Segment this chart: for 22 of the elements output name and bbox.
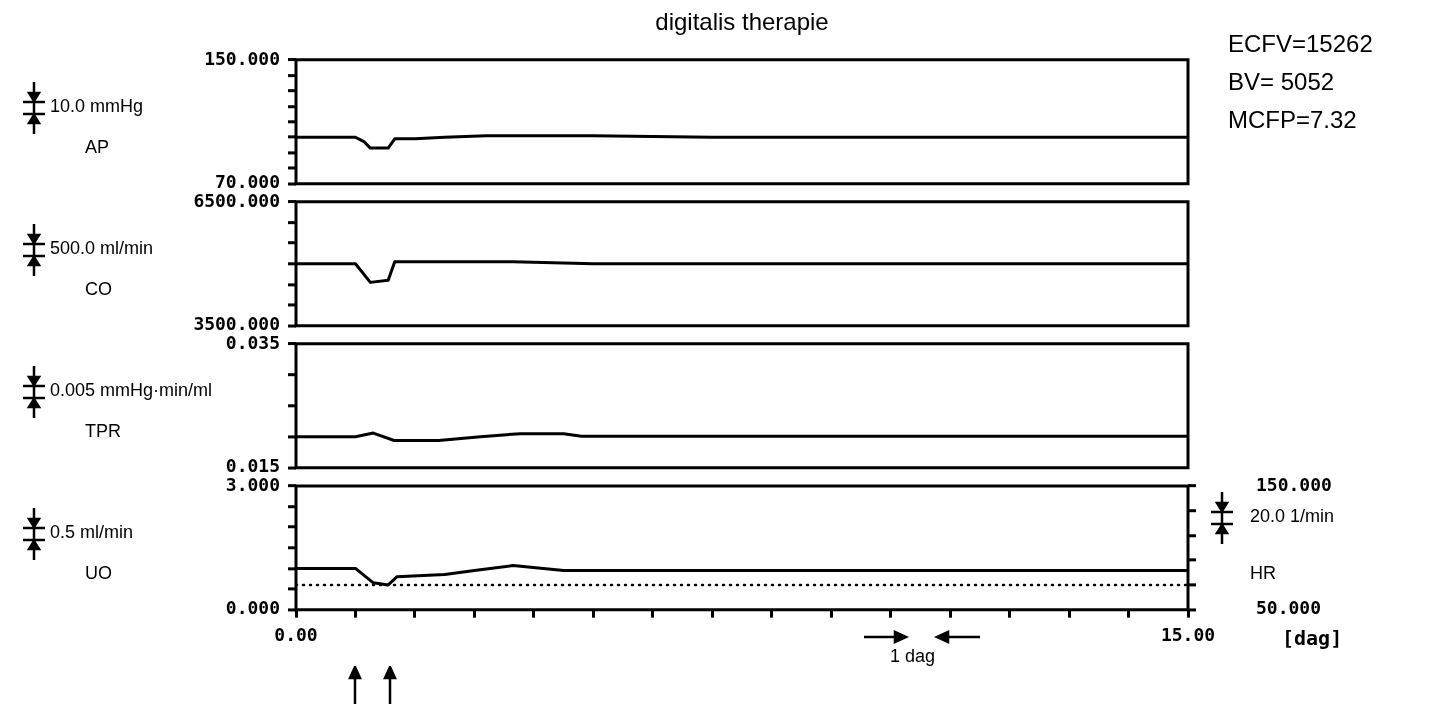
y-tick-label: 150.000 [204,47,280,69]
text: 10.0 mmHg [50,96,144,117]
text: 0.5 ml/min [50,522,134,543]
x-tick-label: 15.00 [1160,624,1216,646]
text: 1 dag [890,646,936,667]
text: 0.005 mmHg·min/ml [50,380,213,401]
y-tick-label: 0.000 [225,597,280,619]
y-axis-title: TPR [85,420,121,442]
text: BV= 5052 [1228,68,1335,96]
y-axis-title: AP [85,136,110,158]
text: 500.0 ml/min [50,238,154,259]
y-axis-title: UO [85,562,112,584]
y2-axis-title: HR [1250,562,1276,584]
y-axis-title: CO [85,278,112,300]
y2-tick-label: 50.000 [1256,597,1322,619]
text: ECFV=15262 [1228,30,1373,58]
x-tick-label: 0.00 [274,624,318,646]
text: MCFP=7.32 [1228,106,1357,134]
x-axis-title: [dag] [1282,626,1343,650]
text: 20.0 1/min [1250,506,1335,527]
chart-title: digitalis therapie [655,8,829,35]
y2-tick-label: 150.000 [1256,473,1332,495]
